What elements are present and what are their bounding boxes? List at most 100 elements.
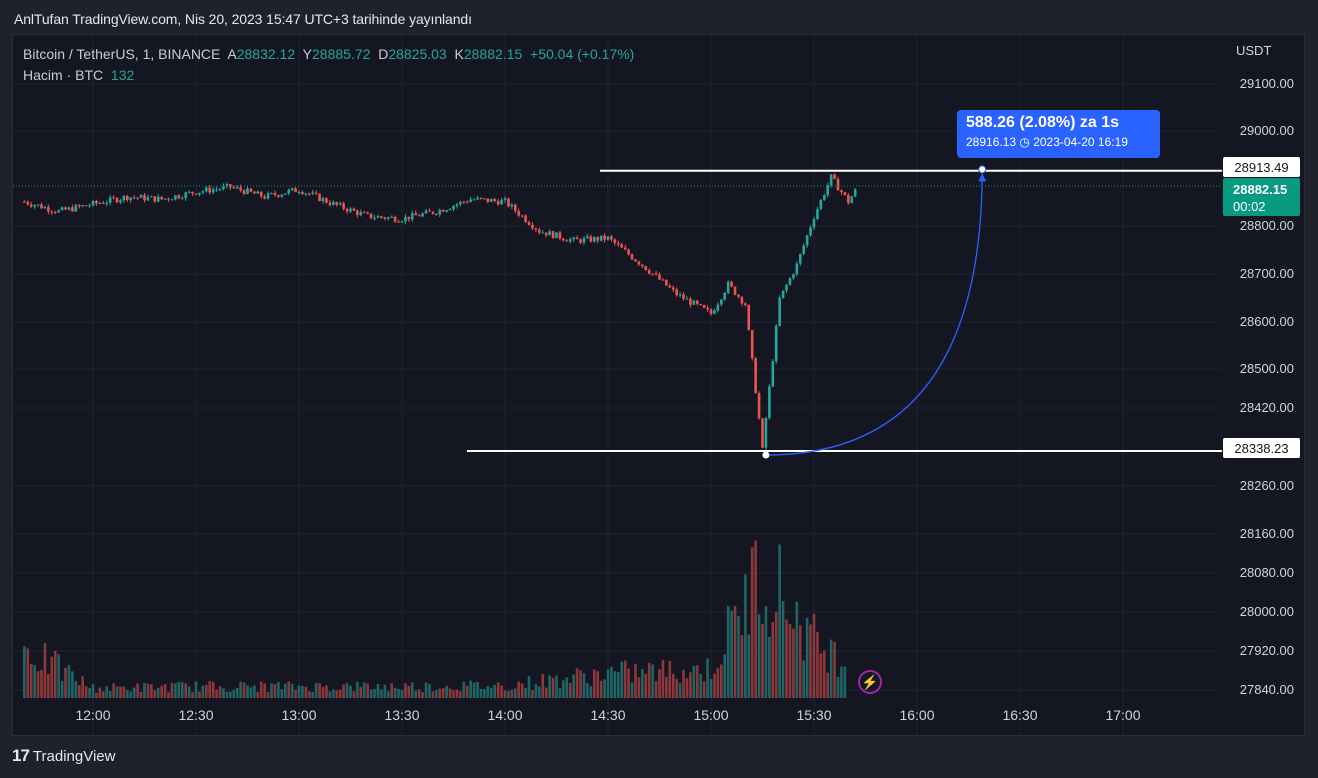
volume-bar xyxy=(249,687,253,698)
candle-body xyxy=(67,207,71,210)
volume-bar xyxy=(541,673,545,698)
candle-body xyxy=(194,193,198,195)
candle-body xyxy=(493,199,496,201)
volume-bar xyxy=(692,665,696,698)
change-value: +50.04 (+0.17%) xyxy=(530,46,635,62)
candle-body xyxy=(544,232,548,236)
x-tick-label: 16:30 xyxy=(1002,707,1038,723)
candle-body xyxy=(647,270,651,274)
volume-bar xyxy=(146,683,150,698)
volume-bar xyxy=(411,682,414,698)
volume-bar xyxy=(424,682,428,698)
candle-body xyxy=(658,274,661,280)
volume-bar xyxy=(809,624,812,698)
candle-body xyxy=(606,236,610,240)
candle-body xyxy=(802,245,805,254)
volume-bar xyxy=(136,683,139,698)
candle-body xyxy=(627,249,630,255)
volume-bar xyxy=(266,692,270,698)
volume-bar xyxy=(671,673,675,698)
volume-label[interactable]: Hacim · BTC xyxy=(23,67,104,83)
volume-bar xyxy=(67,665,71,698)
candle-body xyxy=(421,213,424,217)
candle-body xyxy=(345,208,349,212)
volume-bar xyxy=(150,684,153,698)
volume-bar xyxy=(754,540,757,698)
volume-bar xyxy=(122,686,126,698)
measure-end-point xyxy=(978,165,987,174)
measure-start-point xyxy=(762,451,770,459)
volume-bar xyxy=(445,685,448,698)
candle-body xyxy=(675,289,678,296)
volume-bar xyxy=(417,689,421,698)
candle-body xyxy=(489,199,493,202)
volume-bar xyxy=(205,684,208,698)
volume-bar xyxy=(651,664,654,698)
candle-body xyxy=(136,197,139,199)
volume-bar xyxy=(551,677,555,698)
candle-body xyxy=(50,211,54,213)
volume-bar xyxy=(747,634,751,698)
volume-bar xyxy=(47,673,50,698)
candle-body xyxy=(452,205,455,210)
candle-body xyxy=(644,266,648,271)
volume-bar xyxy=(617,671,620,698)
candle-body xyxy=(465,201,469,203)
symbol-legend: Bitcoin / TetherUS, 1, BINANCE A28832.12… xyxy=(23,46,634,62)
volume-bar xyxy=(187,686,191,698)
lightning-icon[interactable]: ⚡ xyxy=(858,670,882,694)
volume-bar xyxy=(57,654,60,698)
volume-bar xyxy=(562,680,565,698)
candle-body xyxy=(352,208,356,211)
symbol-name[interactable]: Bitcoin / TetherUS, 1, BINANCE xyxy=(23,46,221,62)
candle-body xyxy=(349,208,352,212)
open-value: 28832.12 xyxy=(236,46,296,62)
volume-bar xyxy=(170,682,174,698)
candle-body xyxy=(448,209,452,211)
y-tick-label: 28800.00 xyxy=(1239,218,1294,233)
volume-bar xyxy=(720,664,723,698)
candle-body xyxy=(809,227,812,236)
volume-bar xyxy=(256,691,260,698)
volume-bar xyxy=(695,665,699,698)
candle-body xyxy=(424,210,428,214)
candle-body xyxy=(720,299,723,305)
x-tick-label: 17:00 xyxy=(1105,707,1141,723)
volume-bar xyxy=(84,686,88,698)
volume-bar xyxy=(115,686,119,698)
volume-bar xyxy=(71,671,74,698)
volume-bar xyxy=(702,681,706,698)
candle-body xyxy=(582,238,586,243)
currency-label[interactable]: USDT xyxy=(1236,43,1272,58)
candle-body xyxy=(36,204,40,206)
x-tick-label: 14:00 xyxy=(487,707,523,723)
volume-bar xyxy=(634,664,637,698)
candle-body xyxy=(823,195,826,200)
candle-body xyxy=(771,361,775,387)
candle-body xyxy=(788,278,792,285)
volume-value: 132 xyxy=(110,67,135,83)
volume-bar xyxy=(452,690,455,698)
candle-body xyxy=(115,198,119,203)
volume-bar xyxy=(620,661,624,698)
candle-body xyxy=(411,213,414,220)
volume-bar xyxy=(428,683,431,698)
candle-body xyxy=(325,198,328,203)
candle-body xyxy=(33,205,36,207)
candle-body xyxy=(510,204,514,207)
volume-bar xyxy=(524,687,527,698)
candle-body xyxy=(462,201,466,203)
low-label: D xyxy=(378,46,389,62)
candle-body xyxy=(558,232,562,239)
candle-body xyxy=(311,192,315,194)
volume-bar xyxy=(33,665,36,698)
volume-bar xyxy=(356,681,359,698)
volume-bar xyxy=(242,682,246,698)
candle-body xyxy=(108,197,112,203)
candle-body xyxy=(88,205,91,207)
candle-body xyxy=(95,200,98,204)
volume-bar xyxy=(555,675,558,698)
volume-bar xyxy=(283,683,287,698)
volume-bar xyxy=(53,650,57,698)
